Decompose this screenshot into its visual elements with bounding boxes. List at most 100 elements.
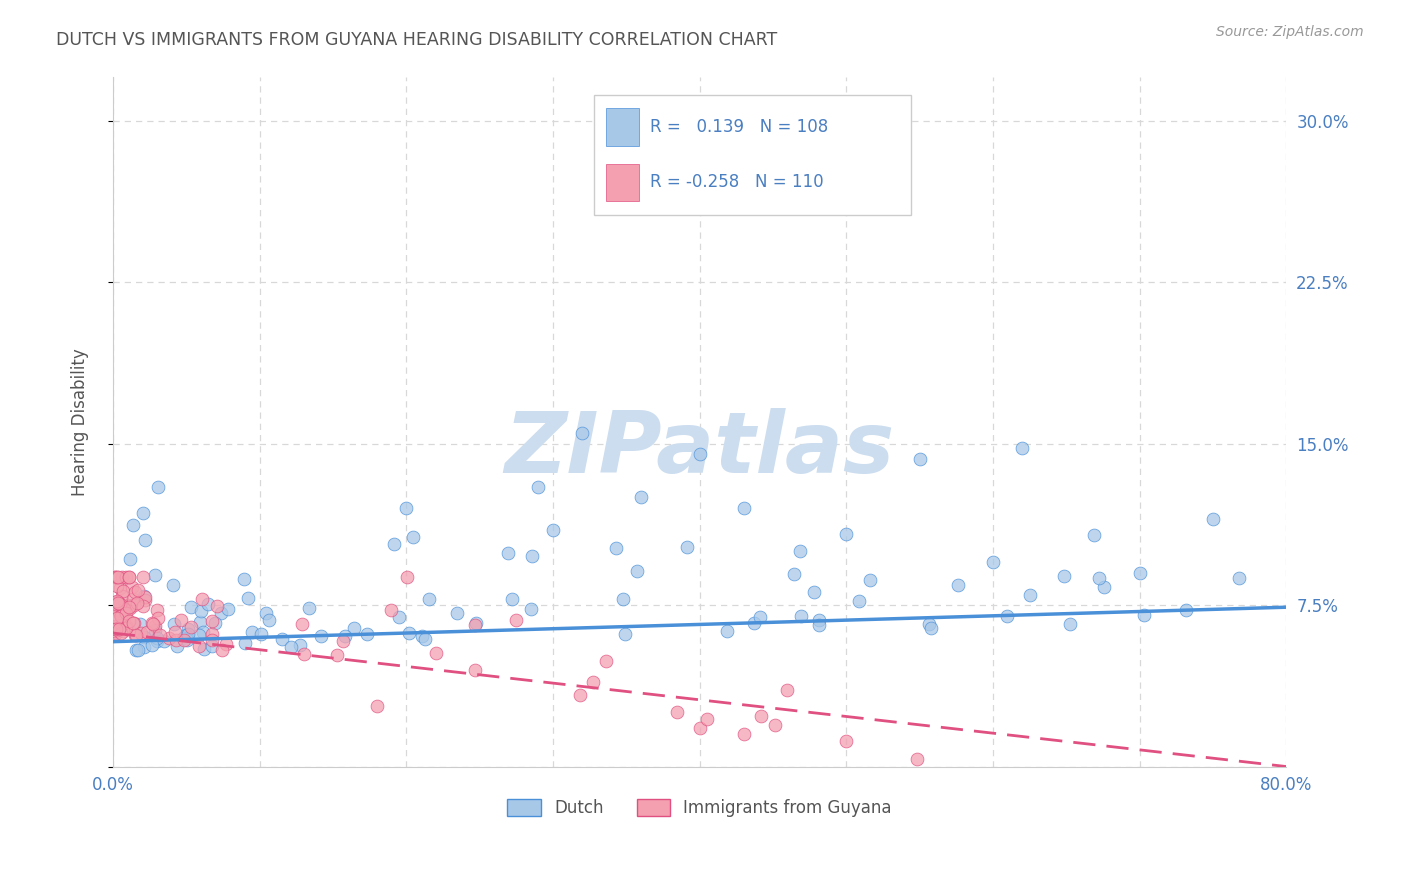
Point [105, 621, 128, 635]
Point [187, 639, 209, 653]
Point [132, 640, 155, 654]
Point [122, 592, 145, 607]
Point [172, 631, 194, 645]
Point [118, 614, 141, 628]
Point [129, 626, 152, 640]
Point [104, 624, 127, 638]
Legend: Dutch, Immigrants from Guyana: Dutch, Immigrants from Guyana [501, 792, 898, 823]
Point [733, 501, 755, 516]
Point [612, 591, 634, 606]
Point [107, 602, 129, 616]
Point [292, 647, 315, 661]
Point [105, 579, 128, 593]
Point [1087, 571, 1109, 585]
Point [190, 591, 212, 606]
Point [848, 594, 870, 608]
Point [415, 632, 437, 646]
Point [110, 625, 132, 640]
Point [118, 570, 141, 584]
Point [630, 491, 652, 505]
Point [402, 530, 425, 544]
Point [666, 705, 689, 719]
Point [110, 599, 132, 614]
Point [233, 636, 256, 650]
Point [1053, 569, 1076, 583]
Point [920, 621, 942, 635]
Point [380, 603, 402, 617]
Point [568, 688, 591, 702]
Point [120, 601, 142, 615]
Point [149, 628, 172, 642]
Text: R =   0.139   N = 108: R = 0.139 N = 108 [651, 118, 828, 136]
Point [803, 585, 825, 599]
Point [614, 626, 637, 640]
Point [201, 627, 224, 641]
Point [122, 598, 145, 612]
Point [105, 597, 128, 611]
Point [908, 451, 931, 466]
Point [127, 583, 149, 598]
Point [782, 566, 804, 581]
Point [290, 617, 312, 632]
Point [124, 585, 146, 599]
Point [309, 629, 332, 643]
Point [501, 591, 523, 606]
Point [193, 642, 215, 657]
Point [808, 613, 831, 627]
Point [157, 632, 180, 646]
Point [132, 630, 155, 644]
FancyBboxPatch shape [606, 109, 638, 146]
Point [209, 606, 232, 620]
Text: DUTCH VS IMMIGRANTS FROM GUYANA HEARING DISABILITY CORRELATION CHART: DUTCH VS IMMIGRANTS FROM GUYANA HEARING … [56, 31, 778, 49]
Point [112, 602, 135, 616]
Point [446, 606, 468, 620]
Point [148, 611, 170, 625]
Point [107, 570, 129, 584]
Point [197, 597, 219, 611]
Point [217, 602, 239, 616]
Point [120, 598, 142, 612]
Point [162, 577, 184, 591]
Point [112, 624, 135, 638]
Point [105, 611, 128, 625]
Point [270, 632, 292, 647]
Point [134, 592, 156, 607]
Point [115, 619, 138, 633]
Point [505, 613, 527, 627]
Point [398, 626, 420, 640]
Point [789, 609, 811, 624]
Point [176, 632, 198, 647]
Point [411, 629, 433, 643]
Point [127, 642, 149, 657]
Point [749, 609, 772, 624]
Point [332, 634, 354, 648]
Point [250, 627, 273, 641]
Point [165, 633, 187, 648]
Point [108, 608, 131, 623]
Point [335, 629, 357, 643]
Point [240, 625, 263, 640]
Point [125, 596, 148, 610]
Point [215, 637, 238, 651]
Point [696, 712, 718, 726]
Point [605, 541, 627, 556]
Point [425, 646, 447, 660]
Point [169, 613, 191, 627]
Point [703, 189, 725, 203]
Point [124, 627, 146, 641]
Point [395, 570, 418, 584]
Point [1133, 608, 1156, 623]
Point [356, 626, 378, 640]
Point [190, 604, 212, 618]
Point [112, 602, 135, 616]
Point [132, 599, 155, 613]
Point [1011, 441, 1033, 455]
Point [835, 527, 858, 541]
Point [571, 425, 593, 440]
Point [905, 752, 928, 766]
Point [103, 620, 125, 634]
Point [918, 617, 941, 632]
Point [201, 639, 224, 653]
Point [115, 621, 138, 635]
Point [676, 541, 699, 555]
